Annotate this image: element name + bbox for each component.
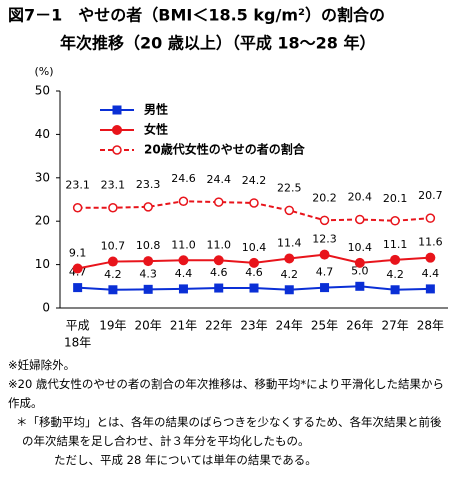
x-tick-label: 19年 — [99, 319, 126, 333]
x-tick-label: 27年 — [381, 319, 408, 333]
point — [355, 214, 365, 225]
data-label: 20.4 — [348, 190, 373, 203]
point — [213, 197, 224, 207]
data-label: 5.0 — [351, 264, 369, 277]
legend-marker — [112, 125, 122, 135]
point — [143, 256, 154, 267]
point — [390, 285, 400, 295]
data-label: 9.1 — [69, 247, 87, 260]
point — [319, 215, 330, 226]
y-tick-label: 10 — [35, 257, 50, 271]
point — [319, 249, 330, 260]
data-label: 11.0 — [171, 238, 196, 251]
data-label: 24.2 — [242, 174, 267, 187]
data-label: 23.3 — [136, 178, 161, 191]
x-tick-label: 24年 — [276, 319, 303, 333]
data-label: 4.4 — [175, 267, 193, 280]
point — [249, 257, 259, 268]
point — [178, 255, 189, 266]
point — [178, 196, 189, 206]
data-label: 11.4 — [277, 237, 302, 250]
data-label: 12.3 — [312, 233, 337, 246]
legend-label: 男性 — [144, 102, 168, 117]
x-tick-label: 25年 — [311, 319, 338, 333]
point — [425, 284, 435, 294]
x-tick-label: 28年 — [417, 319, 444, 333]
data-label: 4.2 — [281, 268, 299, 281]
chart-title: 図7－1 やせの者（BMI＜18.5 kg/m²）の割合の — [8, 6, 385, 25]
notes: ※妊婦除外。 ※20 歳代女性のやせの者の割合の年次推移は、移動平均*により平滑… — [8, 356, 448, 470]
point — [143, 284, 153, 294]
data-label: 4.2 — [104, 268, 122, 281]
data-label: 4.3 — [139, 267, 157, 280]
legend-marker — [112, 145, 122, 155]
x-tick-label: 21年 — [170, 319, 197, 333]
point — [284, 253, 295, 264]
data-label: 24.6 — [171, 172, 196, 185]
data-label: 24.4 — [206, 173, 231, 186]
note: ただし、平成 28 年については単年の結果である。 — [54, 453, 317, 467]
point — [320, 283, 330, 293]
point — [213, 255, 224, 266]
point — [249, 198, 259, 208]
point — [425, 213, 436, 223]
point — [72, 202, 83, 213]
note: ＊「移動平均」とは、各年の結果のばらつきを少なくするため、各年次結果と前後の年次… — [16, 415, 442, 448]
y-tick-label: 50 — [35, 84, 50, 98]
y-tick-label: 30 — [35, 170, 50, 184]
legend-marker — [112, 105, 122, 115]
data-label: 4.7 — [316, 266, 334, 279]
point — [284, 285, 294, 295]
point — [108, 202, 118, 213]
point — [390, 254, 401, 265]
chart: 図7－1 やせの者（BMI＜18.5 kg/m²）の割合の 年次推移（20 歳以… — [8, 6, 448, 350]
data-label: 22.5 — [277, 181, 302, 194]
note: ※妊婦除外。 — [8, 358, 76, 372]
y-axis-label: (%) — [34, 65, 53, 78]
point — [73, 283, 83, 293]
x-tick-label: 26年 — [346, 319, 373, 333]
chart-subtitle: 年次推移（20 歳以上）（平成 18～28 年） — [60, 34, 376, 53]
data-label: 11.1 — [383, 238, 408, 251]
data-label: 20.7 — [418, 189, 443, 202]
point — [284, 205, 295, 216]
point — [214, 283, 224, 293]
data-label: 10.8 — [136, 239, 161, 252]
point — [107, 256, 118, 267]
data-label: 10.7 — [101, 240, 126, 253]
point — [178, 284, 188, 294]
data-label: 20.2 — [312, 191, 337, 204]
data-label: 23.1 — [65, 179, 90, 192]
legend-label: 20歳代女性のやせの者の割合 — [144, 142, 306, 157]
x-tick-label: 22年 — [205, 319, 232, 333]
data-label: 11.0 — [206, 238, 231, 251]
point — [425, 252, 436, 263]
point — [143, 202, 153, 212]
x-tick-label: 18年 — [64, 336, 91, 350]
note: ※20 歳代女性のやせの者の割合の年次推移は、移動平均*により平滑化した結果から… — [8, 377, 444, 410]
x-era-label: 平成 — [66, 319, 90, 333]
data-label: 4.6 — [245, 266, 263, 279]
y-tick-label: 20 — [35, 214, 50, 228]
data-label: 23.1 — [101, 179, 126, 192]
data-label: 4.4 — [422, 267, 440, 280]
y-tick-label: 40 — [35, 127, 50, 141]
data-label: 20.1 — [383, 192, 408, 205]
point — [108, 285, 118, 295]
data-label: 11.6 — [418, 236, 443, 249]
point — [355, 281, 365, 291]
y-tick-label: 0 — [42, 301, 50, 315]
data-label: 10.4 — [242, 241, 267, 254]
x-tick-label: 20年 — [135, 319, 162, 333]
point — [390, 216, 400, 226]
point — [249, 283, 259, 293]
legend-label: 女性 — [144, 122, 168, 137]
x-tick-label: 23年 — [240, 319, 267, 333]
data-label: 4.6 — [210, 266, 228, 279]
data-label: 10.4 — [348, 241, 373, 254]
data-label: 4.2 — [386, 268, 404, 281]
point — [72, 263, 83, 274]
point — [354, 257, 365, 268]
